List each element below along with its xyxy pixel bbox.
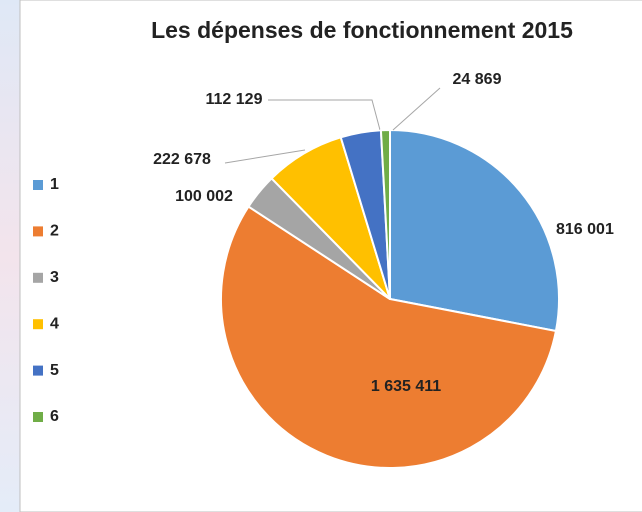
legend-label: 2 (50, 223, 59, 240)
data-label: 222 678 (153, 151, 211, 168)
data-label: 1 635 411 (371, 378, 441, 395)
pie-slice (389, 128, 560, 333)
leader-line (392, 87, 441, 131)
data-label: 100 002 (175, 188, 233, 205)
legend-label: 5 (50, 362, 59, 379)
legend-label: 4 (50, 315, 59, 332)
legend-swatch (33, 365, 43, 376)
legend-swatch (33, 226, 43, 237)
data-label: 112 129 (206, 91, 263, 108)
chart-title: Les dépenses de fonctionnement 2015 (151, 17, 573, 43)
legend-label: 1 (50, 176, 59, 193)
pie-slice (220, 205, 558, 469)
pie-slice (379, 128, 391, 300)
legend-swatch (33, 180, 43, 190)
leader-line (224, 149, 306, 164)
legend-label: 6 (50, 408, 59, 425)
data-label: 24 869 (453, 71, 502, 88)
legend-label: 3 (50, 269, 59, 286)
legend-swatch (33, 272, 43, 283)
data-label: 816 001 (556, 221, 614, 238)
leader-line (268, 99, 381, 131)
legend-swatch (33, 412, 43, 422)
legend-swatch (33, 319, 43, 330)
